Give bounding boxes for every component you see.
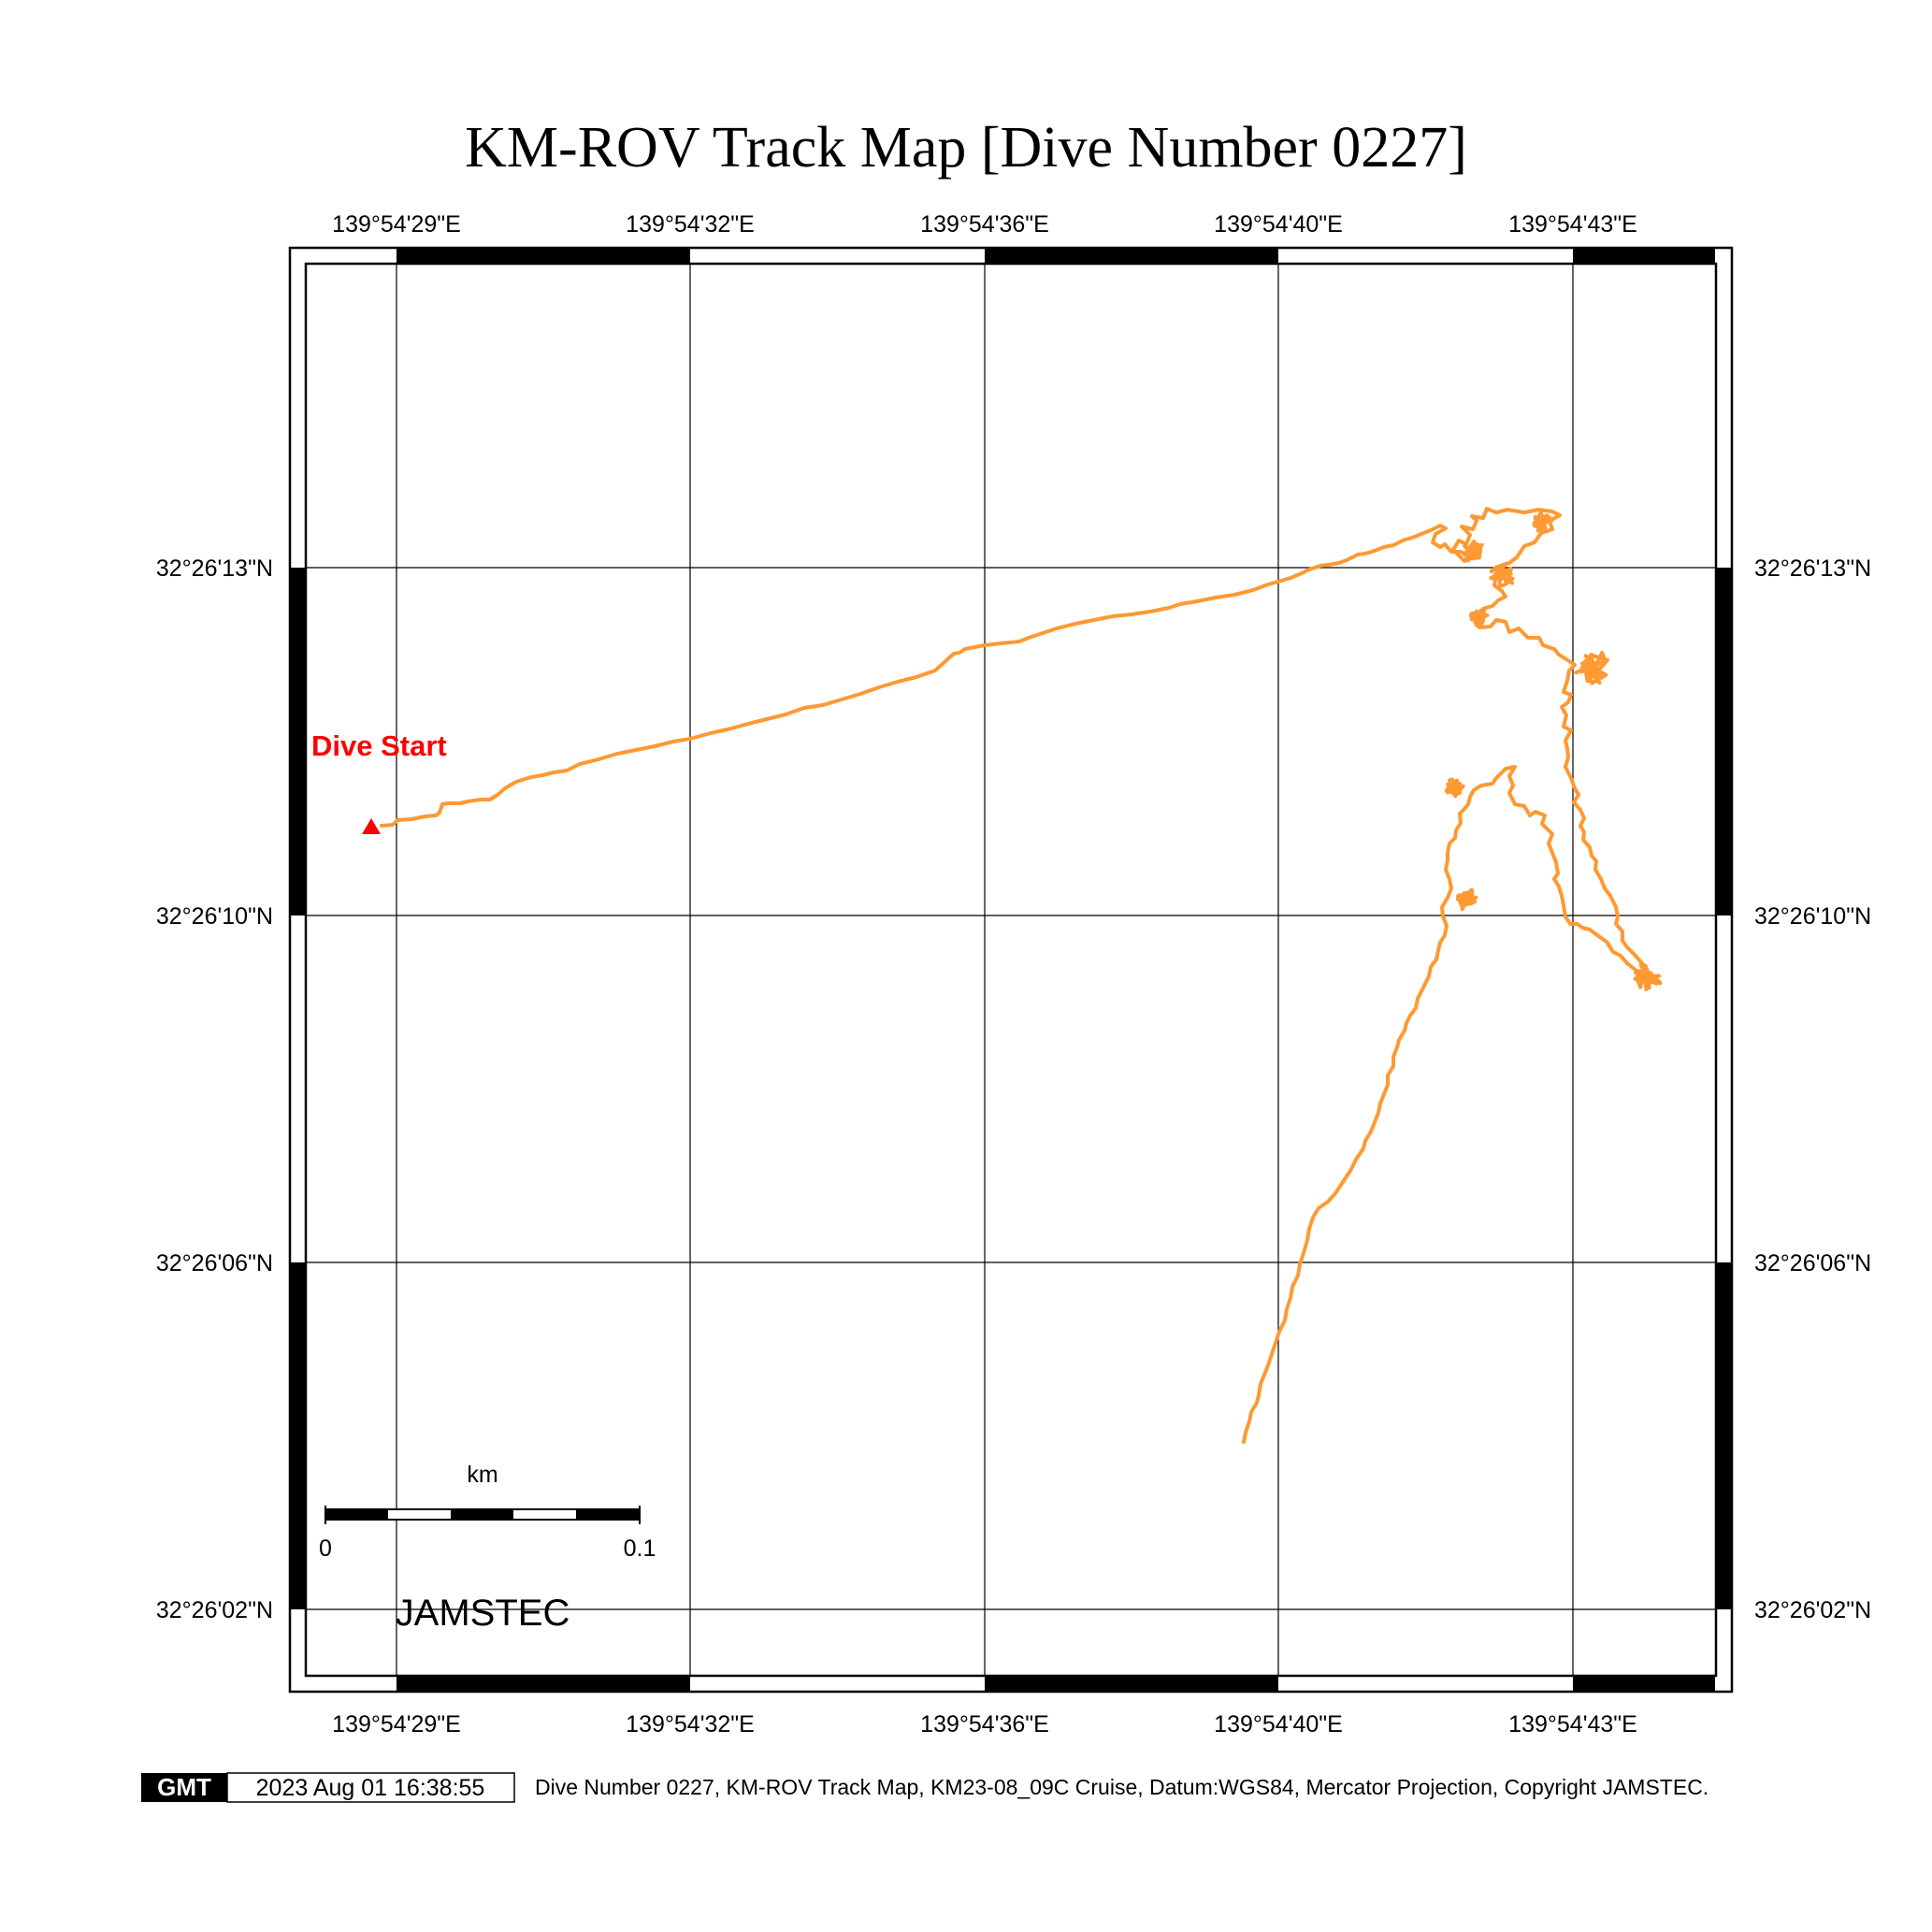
lon-label-top: 139°54'40"E bbox=[1214, 211, 1343, 238]
lon-label-bottom: 139°54'43"E bbox=[1508, 1711, 1637, 1737]
footer-caption: Dive Number 0227, KM-ROV Track Map, KM23… bbox=[535, 1775, 1709, 1799]
rov-track-clusters bbox=[1444, 508, 1663, 992]
scale-bar-max-label: 0.1 bbox=[624, 1536, 656, 1562]
timestamp-box bbox=[226, 1772, 515, 1803]
jamstec-watermark: JAMSTEC bbox=[396, 1593, 570, 1634]
rov-track-cluster bbox=[1455, 887, 1478, 912]
rov-track-cluster bbox=[1532, 508, 1554, 533]
lat-label-right: 32°26'06"N bbox=[1754, 1250, 1871, 1276]
dive-start-marker bbox=[362, 818, 381, 834]
lat-label-left: 32°26'06"N bbox=[156, 1250, 273, 1276]
frame-checker-right bbox=[1716, 568, 1731, 1609]
lat-label-right: 32°26'10"N bbox=[1754, 903, 1871, 930]
lon-label-top: 139°54'32"E bbox=[626, 211, 755, 238]
gmt-logo bbox=[141, 1773, 227, 1802]
rov-track-cluster bbox=[1633, 962, 1663, 992]
rov-track-cluster bbox=[1468, 607, 1490, 627]
frame-checker-bottom bbox=[396, 1676, 1715, 1691]
lon-label-top: 139°54'36"E bbox=[920, 211, 1049, 238]
lon-label-bottom: 139°54'36"E bbox=[920, 1711, 1049, 1737]
rov-track-cluster bbox=[1444, 777, 1465, 799]
footer-timestamp: 2023 Aug 01 16:38:55 bbox=[256, 1775, 485, 1801]
frame-checker-top bbox=[396, 249, 1715, 264]
scale-bar-segment bbox=[576, 1509, 640, 1520]
footer: GMT 2023 Aug 01 16:38:55 Dive Number 022… bbox=[141, 1772, 1709, 1803]
scale-bar-segment bbox=[451, 1509, 513, 1520]
lat-label-left: 32°26'13"N bbox=[156, 555, 273, 582]
lon-label-bottom: 139°54'32"E bbox=[626, 1711, 755, 1737]
graticule bbox=[306, 264, 1716, 1676]
map-frame-inner bbox=[304, 262, 1718, 1678]
rov-track-line bbox=[380, 507, 1646, 1444]
lat-label-right: 32°26'02"N bbox=[1754, 1597, 1871, 1623]
rov-track-cluster bbox=[1463, 539, 1484, 563]
gmt-logo-text: GMT bbox=[157, 1773, 211, 1801]
lat-label-right: 32°26'13"N bbox=[1754, 555, 1871, 582]
dive-start-label: Dive Start bbox=[311, 729, 447, 762]
scale-bar-min-label: 0 bbox=[319, 1536, 332, 1562]
map-frame-outer bbox=[288, 246, 1734, 1694]
scale-bar-unit: km bbox=[467, 1462, 497, 1488]
lon-label-top: 139°54'29"E bbox=[332, 211, 461, 238]
frame-checker-left bbox=[291, 568, 306, 1609]
scale-bar-segment bbox=[325, 1509, 388, 1520]
lon-label-bottom: 139°54'40"E bbox=[1214, 1711, 1343, 1737]
lon-label-bottom: 139°54'29"E bbox=[332, 1711, 461, 1737]
lat-label-left: 32°26'02"N bbox=[156, 1597, 273, 1623]
rov-track-cluster bbox=[1574, 651, 1609, 685]
lat-label-left: 32°26'10"N bbox=[156, 903, 273, 930]
rov-track-cluster bbox=[1489, 561, 1515, 588]
rov-track bbox=[380, 507, 1646, 1444]
scale-bar: km 0 0.1 bbox=[319, 1462, 656, 1562]
map-title: KM-ROV Track Map [Dive Number 0227] bbox=[465, 116, 1467, 180]
lon-label-top: 139°54'43"E bbox=[1508, 211, 1637, 238]
